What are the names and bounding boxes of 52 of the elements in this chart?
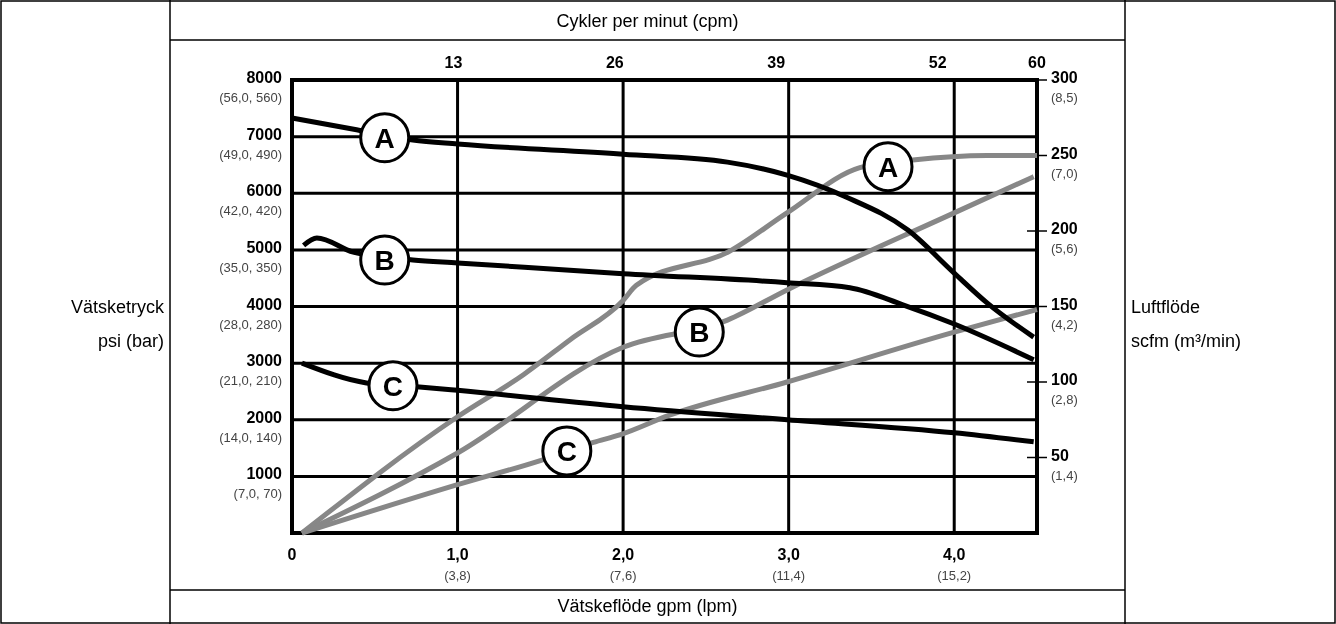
y-tick-label: 4000 [246,295,283,313]
y-tick-label: 7000 [246,125,283,143]
annotation: C [556,435,577,467]
text: (15,2) [937,568,972,583]
text: (7,6) [609,568,637,583]
y-tick-label: 2000 [246,408,283,426]
text: (7,0) [1051,165,1078,181]
y2-axis-title: Luftflöde scfm (m³/min) [1131,297,1241,351]
annotation: A [374,122,395,154]
x2-tick-label: 60 [1028,54,1046,71]
text: (1,4) [1051,467,1078,483]
y-tick-label: 1000 [246,465,283,483]
x2-tick-label: 26 [605,54,624,71]
y-tick-label: 8000 [246,69,283,86]
y-axis-title: Vätsketryck psi (bar) [70,297,165,351]
x-tick-label: 0 [287,546,297,563]
text: (56,0, 560) [219,90,282,105]
x-tick-label: 4,0 [943,546,966,563]
text: (28,0, 280) [219,316,282,332]
x-axis-title: Vätskeflöde gpm (lpm) [557,596,738,616]
y-tick-label: 6000 [246,182,283,200]
x-tick-label: 1,0 [446,546,469,563]
y2-tick-label: 100 [1051,371,1078,388]
text: (35,0, 350) [219,259,282,275]
y2-tick-label: 300 [1051,69,1078,86]
text: (42,0, 420) [219,203,282,219]
x-tick-label: 3,0 [777,546,800,563]
x2-tick-label: 13 [444,54,463,71]
text: (5,6) [1051,241,1078,256]
x2-tick-label: 39 [767,54,786,71]
y2-tick-label: 200 [1051,220,1078,237]
x2-axis-title: Cykler per minut (cpm) [556,11,739,31]
text: (14,0, 140) [219,429,282,445]
y2-tick-label: 250 [1051,144,1078,162]
annotation: B [374,245,395,277]
annotation: A [877,151,899,183]
text: (2,8) [1051,392,1078,407]
text: (21,0, 210) [219,373,282,389]
x2-tick-label: 52 [928,54,947,71]
x-tick-label: 2,0 [611,546,635,563]
y2-tick-label: 50 [1051,446,1069,464]
text: (49,0, 490) [219,146,282,162]
text: (3,8) [444,568,471,583]
y-tick-label: 5000 [246,238,283,256]
text: (11,4) [772,568,806,583]
text: (7,0, 70) [233,486,282,502]
text: (8,5) [1051,90,1078,105]
text: (4,2) [1051,316,1078,332]
y2-tick-label: 150 [1051,295,1078,313]
annotation: C [382,370,404,402]
annotation: B [689,316,710,348]
y-tick-label: 3000 [246,352,283,370]
